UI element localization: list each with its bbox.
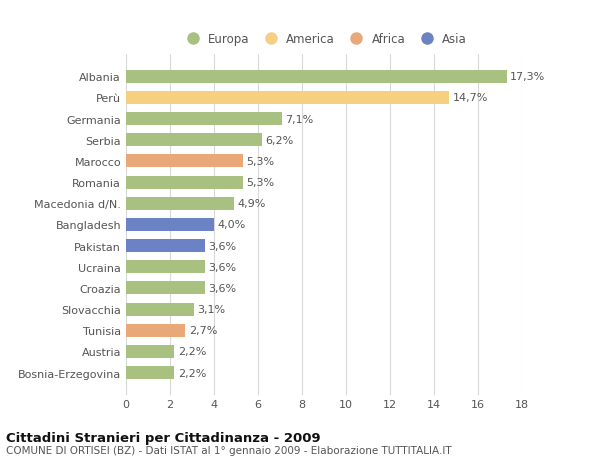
Text: 3,6%: 3,6% xyxy=(209,241,236,251)
Text: 3,6%: 3,6% xyxy=(209,262,236,272)
Text: 3,6%: 3,6% xyxy=(209,283,236,293)
Text: COMUNE DI ORTISEI (BZ) - Dati ISTAT al 1° gennaio 2009 - Elaborazione TUTTITALIA: COMUNE DI ORTISEI (BZ) - Dati ISTAT al 1… xyxy=(6,445,452,455)
Text: 3,1%: 3,1% xyxy=(197,304,226,314)
Text: 2,7%: 2,7% xyxy=(188,325,217,336)
Bar xyxy=(126,303,194,316)
Legend: Europa, America, Africa, Asia: Europa, America, Africa, Asia xyxy=(181,33,467,46)
Text: 7,1%: 7,1% xyxy=(286,114,314,124)
Bar xyxy=(126,218,214,231)
Text: 5,3%: 5,3% xyxy=(246,157,274,167)
Text: 5,3%: 5,3% xyxy=(246,178,274,188)
Bar xyxy=(126,240,205,252)
Bar xyxy=(126,176,242,189)
Bar xyxy=(126,71,506,84)
Bar xyxy=(126,324,185,337)
Bar xyxy=(126,197,234,210)
Bar xyxy=(126,92,449,105)
Text: 6,2%: 6,2% xyxy=(266,135,294,146)
Bar xyxy=(126,366,175,379)
Text: Cittadini Stranieri per Cittadinanza - 2009: Cittadini Stranieri per Cittadinanza - 2… xyxy=(6,431,320,444)
Text: 17,3%: 17,3% xyxy=(510,72,545,82)
Bar xyxy=(126,134,262,147)
Text: 14,7%: 14,7% xyxy=(453,93,488,103)
Text: 2,2%: 2,2% xyxy=(178,368,206,378)
Text: 4,9%: 4,9% xyxy=(237,199,265,209)
Text: 2,2%: 2,2% xyxy=(178,347,206,357)
Bar xyxy=(126,155,242,168)
Bar xyxy=(126,345,175,358)
Text: 4,0%: 4,0% xyxy=(217,220,245,230)
Bar xyxy=(126,261,205,274)
Bar xyxy=(126,282,205,295)
Bar xyxy=(126,113,282,126)
